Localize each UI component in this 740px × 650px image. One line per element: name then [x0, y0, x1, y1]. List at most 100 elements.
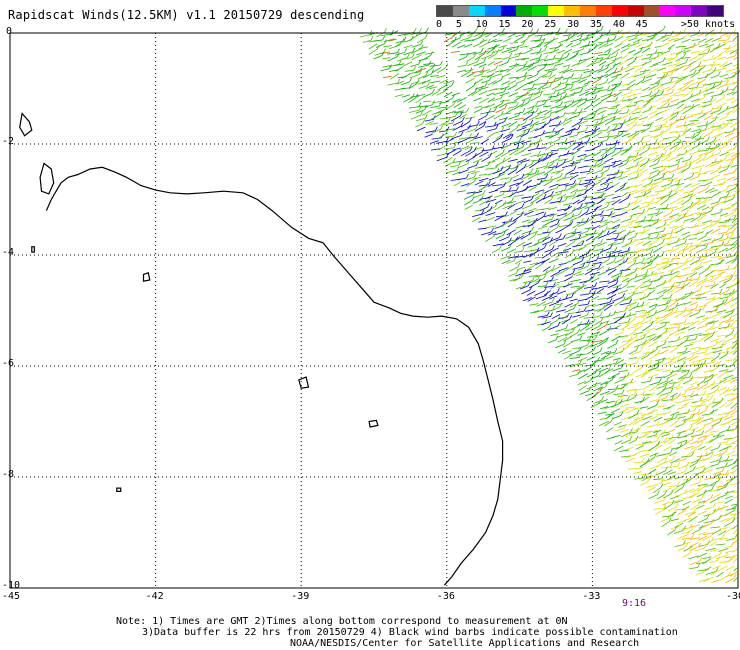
wind-barb	[632, 111, 641, 115]
wind-barb-flag	[653, 93, 657, 98]
wind-barb-flag	[731, 375, 734, 380]
wind-barb	[395, 66, 404, 72]
wind-barb	[627, 116, 638, 122]
wind-barb-flag	[675, 502, 679, 508]
wind-barb	[530, 183, 541, 188]
wind-barb	[493, 91, 505, 95]
wind-barb-flag	[684, 440, 688, 445]
wind-barb	[696, 224, 705, 228]
wind-barb	[696, 325, 707, 329]
wind-barb-flag	[418, 28, 422, 33]
wind-barb-flag	[656, 89, 660, 94]
wind-barb	[620, 191, 629, 198]
wind-barb	[724, 219, 734, 222]
wind-barb	[725, 345, 735, 350]
wind-barb	[690, 445, 701, 450]
wind-barb-flag	[579, 157, 582, 163]
wind-barb-flag	[577, 124, 581, 130]
wind-barb	[499, 99, 510, 102]
wind-barb	[520, 38, 528, 44]
wind-barb	[542, 241, 551, 246]
wind-barb	[549, 295, 558, 300]
wind-barb	[541, 218, 553, 223]
wind-barb-flag	[683, 526, 686, 531]
wind-barb	[668, 373, 677, 378]
wind-barb-flag	[623, 424, 627, 429]
wind-barb	[704, 284, 714, 287]
wind-barb-flag	[594, 161, 598, 166]
wind-barb-flag	[551, 245, 555, 250]
wind-barb	[423, 100, 432, 103]
wind-barb-flag	[727, 252, 731, 257]
wind-barb	[432, 100, 443, 104]
wind-barb	[717, 181, 727, 186]
wind-barb-flag	[474, 146, 477, 151]
wind-barb-flag	[694, 406, 697, 411]
wind-barb	[537, 177, 546, 181]
wind-barb	[479, 69, 491, 73]
legend-label-2: 10	[475, 19, 488, 30]
wind-barb-flag	[703, 82, 706, 87]
wind-barb	[711, 37, 722, 43]
wind-barb	[388, 38, 397, 42]
wind-barb-flag	[676, 111, 679, 117]
wind-barb	[719, 319, 730, 324]
wind-barb-flag	[711, 111, 715, 116]
wind-barb-flag	[635, 197, 639, 202]
wind-barb-flag	[710, 494, 714, 499]
wind-barb	[653, 499, 665, 504]
wind-barb	[668, 168, 678, 174]
wind-barb	[591, 331, 601, 336]
wind-barb	[731, 327, 738, 330]
wind-barb	[506, 190, 517, 192]
wind-barb	[698, 52, 708, 56]
wind-barb	[530, 127, 539, 133]
wind-barb	[473, 105, 483, 109]
wind-barb-flag	[619, 399, 623, 404]
wind-barb	[569, 332, 579, 338]
wind-barb	[695, 244, 706, 247]
wind-barb	[668, 306, 677, 312]
wind-barb	[522, 114, 533, 121]
wind-barb	[508, 63, 520, 68]
wind-barb-flag	[530, 28, 534, 33]
wind-barb	[628, 439, 637, 445]
wind-barb	[638, 205, 650, 210]
wind-barb	[660, 193, 671, 200]
wind-barb	[696, 164, 705, 168]
wind-barb	[626, 454, 637, 458]
wind-barb-flag	[487, 160, 491, 166]
wind-barb-flag	[412, 47, 416, 53]
wind-barb-flag	[684, 130, 687, 135]
wind-barb	[682, 214, 694, 218]
wind-barb-flag	[553, 64, 557, 69]
wind-barb	[569, 238, 579, 241]
wind-barb	[359, 34, 370, 38]
wind-barb	[661, 240, 672, 248]
wind-barb	[634, 400, 643, 404]
wind-barb	[457, 190, 466, 193]
legend-label-6: 30	[567, 19, 580, 30]
wind-barb	[684, 242, 694, 245]
wind-barb	[528, 136, 538, 139]
wind-barb-flag	[592, 313, 595, 318]
wind-barb-flag	[481, 66, 485, 72]
wind-barb	[381, 33, 392, 36]
wind-barb	[534, 34, 545, 37]
wind-barb-flag	[552, 264, 556, 270]
wind-barb	[702, 532, 714, 536]
wind-barb	[647, 424, 658, 428]
wind-barb	[542, 116, 550, 121]
wind-barb	[577, 165, 589, 169]
wind-barb	[492, 146, 504, 150]
wind-barb-flag	[718, 322, 722, 327]
wind-barb	[649, 452, 659, 457]
wind-barb	[508, 33, 516, 38]
wind-barb	[555, 63, 564, 66]
wind-barb	[612, 162, 623, 168]
wind-barb	[654, 242, 663, 248]
wind-barb	[670, 79, 682, 84]
wind-barb-flag	[579, 321, 582, 326]
wind-barb	[663, 212, 672, 217]
wind-barb	[716, 102, 727, 108]
